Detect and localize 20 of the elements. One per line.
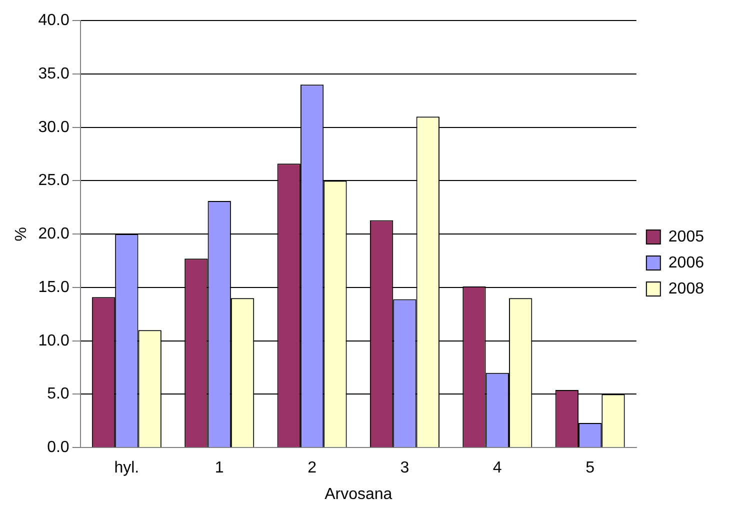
y-tick-label: 15.0	[38, 278, 70, 296]
y-tick-label: 0.0	[47, 439, 70, 456]
x-tick-label: 2	[308, 460, 317, 477]
x-tick-label: 1	[214, 460, 224, 477]
legend-label: 2006	[668, 254, 704, 272]
y-tick-label: 25.0	[38, 172, 70, 190]
x-tick-label: 5	[586, 460, 595, 477]
x-axis-title: Arvosana	[324, 486, 392, 503]
y-axis-title: %	[13, 226, 30, 242]
y-tick-label: 5.0	[47, 386, 70, 403]
x-tick-label: 3	[400, 460, 410, 477]
x-tick-label: 4	[492, 460, 502, 477]
y-tick-label: 35.0	[38, 65, 70, 82]
y-tick-label: 40.0	[38, 12, 70, 30]
y-tick-label: 20.0	[38, 226, 70, 243]
legend-label: 2008	[668, 280, 704, 298]
y-tick-label: 10.0	[38, 332, 70, 350]
y-tick-label: 30.0	[38, 118, 70, 136]
x-tick-label: hyl.	[114, 460, 140, 477]
legend-label: 2005	[668, 228, 704, 246]
